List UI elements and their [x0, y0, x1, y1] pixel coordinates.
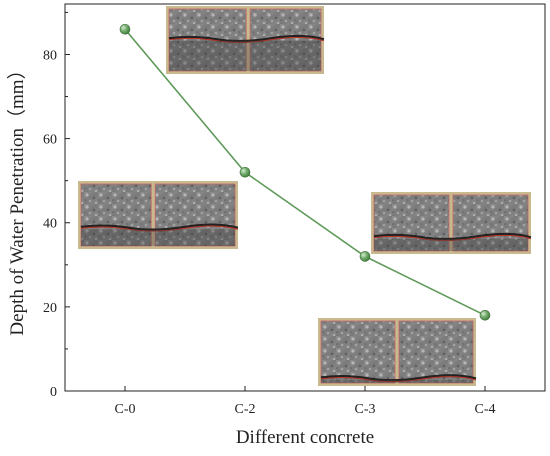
y-tick-label: 20: [43, 301, 57, 316]
x-tick-label: C-0: [115, 402, 136, 417]
data-point: [479, 309, 491, 321]
x-axis-title: Different concrete: [236, 427, 374, 448]
x-tick-label: C-3: [355, 402, 376, 417]
specimen-photos: [78, 6, 532, 386]
x-axis: C-0 C-2 C-3 C-4: [115, 386, 496, 417]
x-tick-label: C-4: [475, 402, 496, 417]
y-tick-label: 80: [43, 48, 57, 63]
series-line: [124, 28, 486, 317]
data-point: [359, 251, 371, 262]
specimen-photo: [318, 318, 477, 386]
series-layer: [119, 23, 491, 321]
specimen-photo: [78, 181, 239, 249]
plot-frame: [64, 3, 546, 392]
y-tick-label: 0: [50, 385, 57, 400]
x-tick-label: C-2: [235, 402, 256, 417]
y-tick-label: 60: [43, 133, 57, 148]
data-point: [119, 23, 131, 35]
data-point: [239, 166, 251, 178]
specimen-photo: [371, 192, 532, 254]
y-tick-label: 40: [43, 217, 57, 232]
specimen-photo: [166, 6, 325, 74]
y-axis: 0 20 40 60 80: [43, 11, 70, 400]
y-axis-title: Depth of Water Penetration（mm）: [6, 60, 28, 335]
